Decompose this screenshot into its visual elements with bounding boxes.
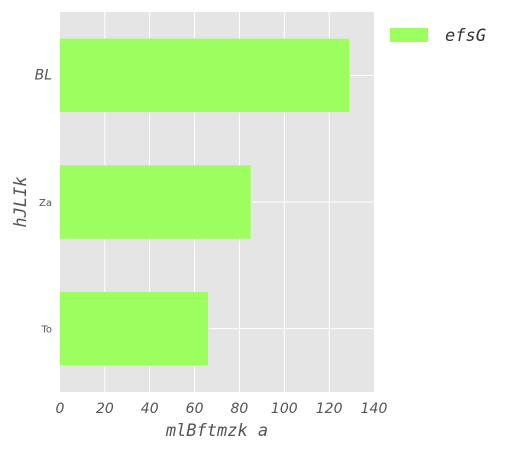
legend-label: efsG bbox=[445, 26, 486, 46]
y-tick-label-to: To bbox=[40, 325, 52, 336]
x-tick-label: 40 bbox=[141, 401, 159, 417]
x-tick-labels: 0 20 40 60 80 100 120 140 bbox=[56, 401, 388, 417]
bar-za bbox=[60, 165, 251, 239]
x-tick-label: 0 bbox=[56, 401, 65, 417]
bar-bl bbox=[60, 38, 350, 113]
legend: efsG bbox=[390, 26, 486, 46]
x-tick-label: 140 bbox=[361, 401, 388, 417]
y-tick-label-bl: BL bbox=[35, 67, 52, 83]
bars bbox=[60, 38, 350, 366]
x-tick-label: 80 bbox=[231, 401, 249, 417]
y-axis-title: hJLIk bbox=[11, 176, 31, 227]
x-tick-label: 60 bbox=[186, 401, 204, 417]
x-tick-label: 100 bbox=[271, 401, 298, 417]
y-tick-label-za: Za bbox=[39, 198, 52, 209]
x-tick-label: 20 bbox=[96, 401, 114, 417]
x-axis-title: mlBftmzk a bbox=[165, 421, 268, 441]
y-tick-labels: To Za BL bbox=[35, 67, 52, 335]
bar-to bbox=[60, 291, 209, 366]
x-tick-label: 120 bbox=[316, 401, 343, 417]
legend-swatch bbox=[390, 28, 428, 42]
